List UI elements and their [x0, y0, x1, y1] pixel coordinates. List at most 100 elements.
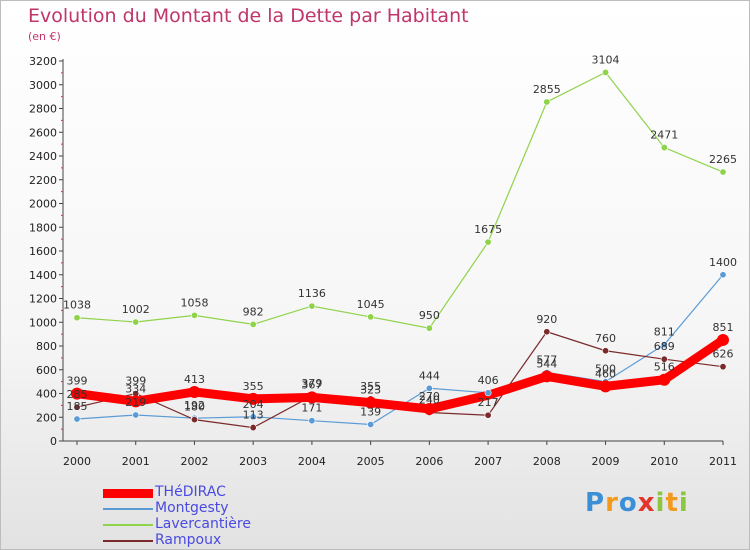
data-point: [132, 318, 140, 326]
data-point: [247, 392, 260, 405]
legend-swatch: [103, 540, 153, 542]
y-tick-label: 3000: [29, 79, 57, 92]
data-label: 334: [125, 382, 146, 395]
x-tick-label: 2005: [357, 455, 385, 468]
data-point: [543, 98, 551, 106]
data-label: 355: [360, 380, 381, 393]
y-tick-label: 1800: [29, 221, 57, 234]
data-label: 2265: [709, 153, 737, 166]
x-tick-label: 2002: [180, 455, 208, 468]
data-point: [719, 271, 727, 279]
data-label: 3104: [592, 53, 620, 66]
data-label: 1038: [63, 299, 91, 312]
data-label: 982: [243, 305, 264, 318]
data-label: 285: [67, 388, 88, 401]
logo-letter: i: [655, 488, 666, 518]
data-label: 113: [243, 409, 264, 422]
data-label: 760: [595, 332, 616, 345]
data-point: [717, 333, 729, 346]
data-label: 500: [595, 363, 616, 376]
data-label: 460: [595, 367, 616, 380]
y-tick-label: 1600: [29, 245, 57, 258]
series-line-2: [76, 71, 724, 329]
data-point: [71, 387, 83, 400]
data-point: [660, 341, 668, 349]
data-label: 811: [654, 326, 675, 339]
data-point: [658, 373, 671, 386]
x-tick-label: 2000: [63, 455, 91, 468]
data-label: 516: [654, 361, 675, 374]
logo-letter: x: [637, 488, 656, 518]
data-label: 240: [419, 394, 440, 407]
data-label: 139: [360, 405, 381, 418]
x-tick-label: 2009: [592, 455, 620, 468]
data-point: [73, 314, 81, 322]
data-point: [660, 144, 668, 152]
data-label: 379: [301, 377, 322, 390]
data-label: 270: [419, 390, 440, 403]
data-label: 851: [713, 321, 734, 334]
data-point: [73, 403, 81, 411]
logo-letter: o: [618, 488, 638, 518]
legend-swatch: [103, 524, 153, 526]
data-point: [367, 313, 375, 321]
data-point: [484, 411, 492, 419]
data-label: 413: [184, 373, 205, 386]
data-label: 192: [184, 399, 205, 412]
y-tick-label: 600: [36, 364, 57, 377]
data-label: 1136: [298, 287, 326, 300]
chart-unit: (en €): [28, 30, 61, 43]
x-tick-label: 2011: [709, 455, 737, 468]
data-point: [425, 384, 433, 392]
data-point: [484, 389, 492, 397]
legend-label: THéDIRAC: [155, 484, 226, 500]
y-tick-label: 1000: [29, 316, 57, 329]
data-label: 171: [301, 402, 322, 415]
series-points: [71, 68, 729, 432]
x-tick-label: 2001: [122, 455, 150, 468]
data-label: 2471: [650, 129, 678, 142]
data-label: 1045: [357, 298, 385, 311]
x-tick-label: 2003: [239, 455, 267, 468]
y-tick-label: 1200: [29, 293, 57, 306]
data-point: [719, 363, 727, 371]
data-point: [602, 347, 610, 355]
data-point: [423, 402, 436, 415]
data-label: 444: [419, 369, 440, 382]
y-tick-label: 200: [36, 411, 57, 424]
data-label: 2855: [533, 83, 561, 96]
data-point: [425, 324, 433, 332]
legend-label: Lavercantière: [155, 516, 251, 532]
data-label: 323: [360, 384, 381, 397]
data-point: [308, 302, 316, 310]
y-tick-label: 2600: [29, 126, 57, 139]
y-tick-label: 2200: [29, 174, 57, 187]
data-label: 577: [536, 353, 557, 366]
y-tick-label: 2800: [29, 103, 57, 116]
data-point: [305, 391, 318, 404]
logo-letter: P: [585, 488, 606, 518]
data-label: 406: [478, 374, 499, 387]
data-point: [188, 385, 201, 398]
data-label: 626: [713, 348, 734, 361]
data-label: 217: [478, 396, 499, 409]
x-tick-label: 2006: [415, 455, 443, 468]
data-label: 1675: [474, 223, 502, 236]
data-point: [129, 395, 142, 408]
data-point: [190, 416, 198, 424]
data-label: 544: [536, 357, 557, 370]
series-lines: [72, 71, 728, 429]
chart-title: Evolution du Montant de la Dette par Hab…: [28, 5, 469, 27]
legend-label: Montgesty: [155, 500, 229, 516]
legend-swatch: [103, 508, 153, 510]
y-tick-label: 2000: [29, 198, 57, 211]
data-label: 180: [184, 401, 205, 414]
x-tick-label: 2007: [474, 455, 502, 468]
y-tick-label: 1400: [29, 269, 57, 282]
data-point: [249, 413, 257, 421]
data-point: [660, 355, 668, 363]
y-tick-label: 0: [50, 435, 57, 448]
y-tick-label: 800: [36, 340, 57, 353]
logo-letter: i: [678, 488, 689, 518]
